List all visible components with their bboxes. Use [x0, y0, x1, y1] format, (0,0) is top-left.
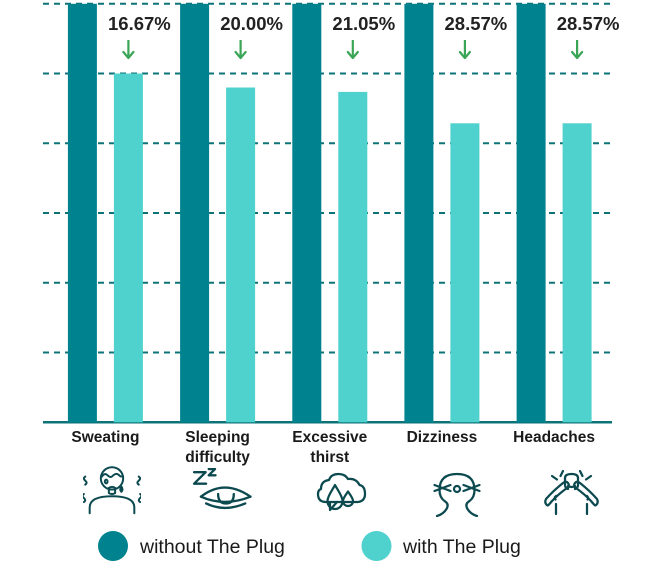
svg-text:Headaches: Headaches	[513, 429, 595, 446]
svg-text:16.67%: 16.67%	[108, 13, 171, 34]
svg-text:Sweating: Sweating	[71, 429, 139, 446]
svg-text:28.57%: 28.57%	[557, 13, 620, 34]
svg-text:Dizziness: Dizziness	[407, 429, 478, 446]
svg-text:Excessive: Excessive	[292, 429, 367, 446]
svg-text:thirst: thirst	[310, 449, 349, 466]
svg-text:difficulty: difficulty	[185, 449, 250, 466]
svg-text:with The Plug: with The Plug	[402, 536, 521, 558]
svg-text:28.57%: 28.57%	[445, 13, 508, 34]
svg-text:20.00%: 20.00%	[220, 13, 283, 34]
svg-text:without The Plug: without The Plug	[139, 536, 285, 558]
svg-text:Sleeping: Sleeping	[185, 429, 250, 446]
svg-text:21.05%: 21.05%	[332, 13, 395, 34]
